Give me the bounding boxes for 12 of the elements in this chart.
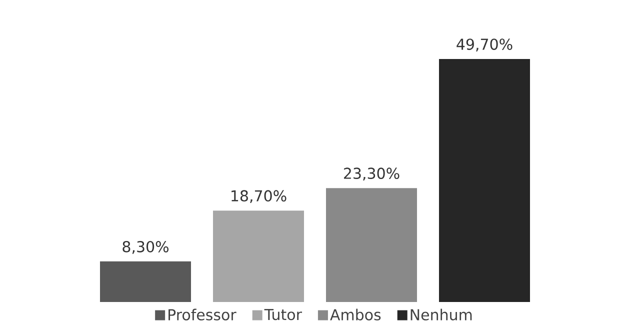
legend-label: Tutor [264, 309, 302, 320]
data-label: 18,70% [232, 190, 286, 204]
data-label: 49,70% [456, 38, 512, 52]
bar [213, 210, 304, 302]
data-label: 23,30% [344, 168, 400, 181]
bar [439, 59, 530, 302]
data-label: 8,30% [122, 241, 168, 254]
legend-label: Professor [168, 308, 236, 320]
legend-label: Nenhum [410, 308, 472, 320]
legend-label: Ambos [330, 308, 381, 320]
bar [100, 261, 191, 302]
bar [326, 188, 417, 302]
